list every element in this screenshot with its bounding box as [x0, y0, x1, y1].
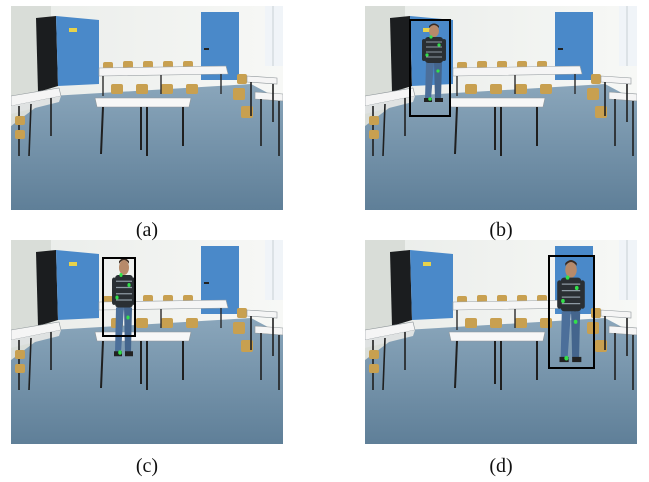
bounding-box — [409, 19, 451, 117]
frame-a-image — [11, 6, 283, 210]
frame-c-image — [11, 240, 283, 444]
bounding-box — [548, 255, 595, 369]
empty-room-scene — [11, 6, 283, 210]
room-scene-person-near-door — [365, 6, 637, 210]
caption-c: (c) — [135, 455, 159, 477]
caption-d: (d) — [489, 455, 513, 477]
room-scene-person-center — [11, 240, 283, 444]
caption-b: (b) — [489, 219, 513, 241]
caption-a: (a) — [135, 219, 159, 241]
frame-d-image — [365, 240, 637, 444]
bounding-box — [102, 257, 136, 337]
room-scene-person-right — [365, 240, 637, 444]
frame-b-image — [365, 6, 637, 210]
